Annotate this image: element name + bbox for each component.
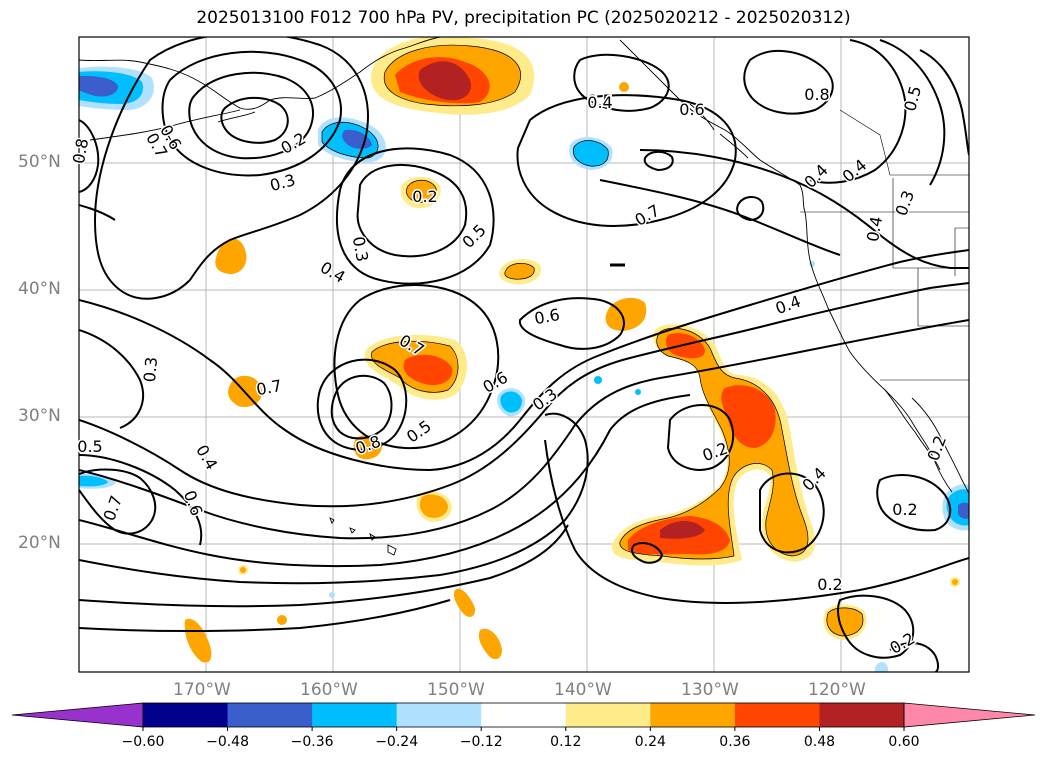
lat-label-20n: 20°N	[18, 533, 61, 553]
colorbar	[11, 702, 1036, 731]
colorbar-extend-high	[903, 702, 1036, 728]
colorbar-frame	[142, 702, 905, 728]
colorbar-extend-low	[11, 702, 144, 728]
contour-label: 0.2	[817, 575, 842, 594]
colorbar-swatch	[227, 703, 313, 727]
colorbar-swatch	[396, 703, 482, 727]
colorbar-tick-label: 0.12	[550, 734, 582, 750]
lon-label-150w: 150°W	[427, 680, 485, 700]
lat-label-50n: 50°N	[18, 152, 61, 172]
plot-area	[79, 37, 969, 672]
colorbar-tick-label: −0.48	[206, 734, 249, 750]
colorbar-tick-label: 0.60	[888, 734, 920, 750]
lon-label-140w: 140°W	[554, 680, 612, 700]
colorbar-swatch	[565, 703, 651, 727]
colorbar-swatch	[819, 703, 905, 727]
pv-contours	[79, 37, 969, 672]
contour-label: 0.2	[412, 187, 437, 206]
colorbar-tick-label: −0.36	[290, 734, 334, 750]
lon-label-160w: 160°W	[300, 680, 358, 700]
colorbar-swatch	[143, 703, 229, 727]
colorbar-tick-label: −0.12	[459, 734, 503, 750]
colorbar-swatch	[650, 703, 736, 727]
contour-label: 0.5	[77, 437, 102, 456]
contour-label: 0.5	[587, 91, 612, 110]
contour-label: 0.4	[587, 93, 612, 112]
colorbar-tick-label: 0.48	[803, 734, 836, 750]
colorbar-tick-label: −0.60	[121, 734, 165, 750]
colorbar-tick-label: −0.24	[375, 734, 419, 750]
contour-label: 0.6	[679, 100, 704, 119]
contour-label: 0.2	[892, 500, 917, 519]
precip-fill-positive	[184, 37, 960, 663]
precip-outlines	[321, 44, 864, 637]
colorbar-swatch	[481, 703, 567, 727]
contour-label: 0.8	[69, 137, 92, 165]
lon-label-120w: 120°W	[808, 680, 866, 700]
lon-label-170w: 170°W	[173, 680, 231, 700]
lat-label-30n: 30°N	[18, 406, 61, 426]
colorbar-swatch	[312, 703, 398, 727]
contour-label: 0.7	[255, 376, 283, 399]
precip-fill-negative	[79, 66, 969, 672]
plot-frame	[78, 36, 970, 673]
contour-label: 0.3	[140, 356, 161, 383]
contour-label: 0.8	[804, 85, 829, 104]
colorbar-tick-label: 0.24	[634, 734, 666, 750]
colorbar-swatch	[734, 703, 820, 727]
coastlines	[79, 37, 969, 556]
colorbar-tick-label: 0.36	[719, 734, 751, 750]
map-title: 2025013100 F012 700 hPa PV, precipitatio…	[196, 8, 851, 28]
lat-label-40n: 40°N	[18, 279, 61, 299]
lon-label-130w: 130°W	[681, 680, 739, 700]
